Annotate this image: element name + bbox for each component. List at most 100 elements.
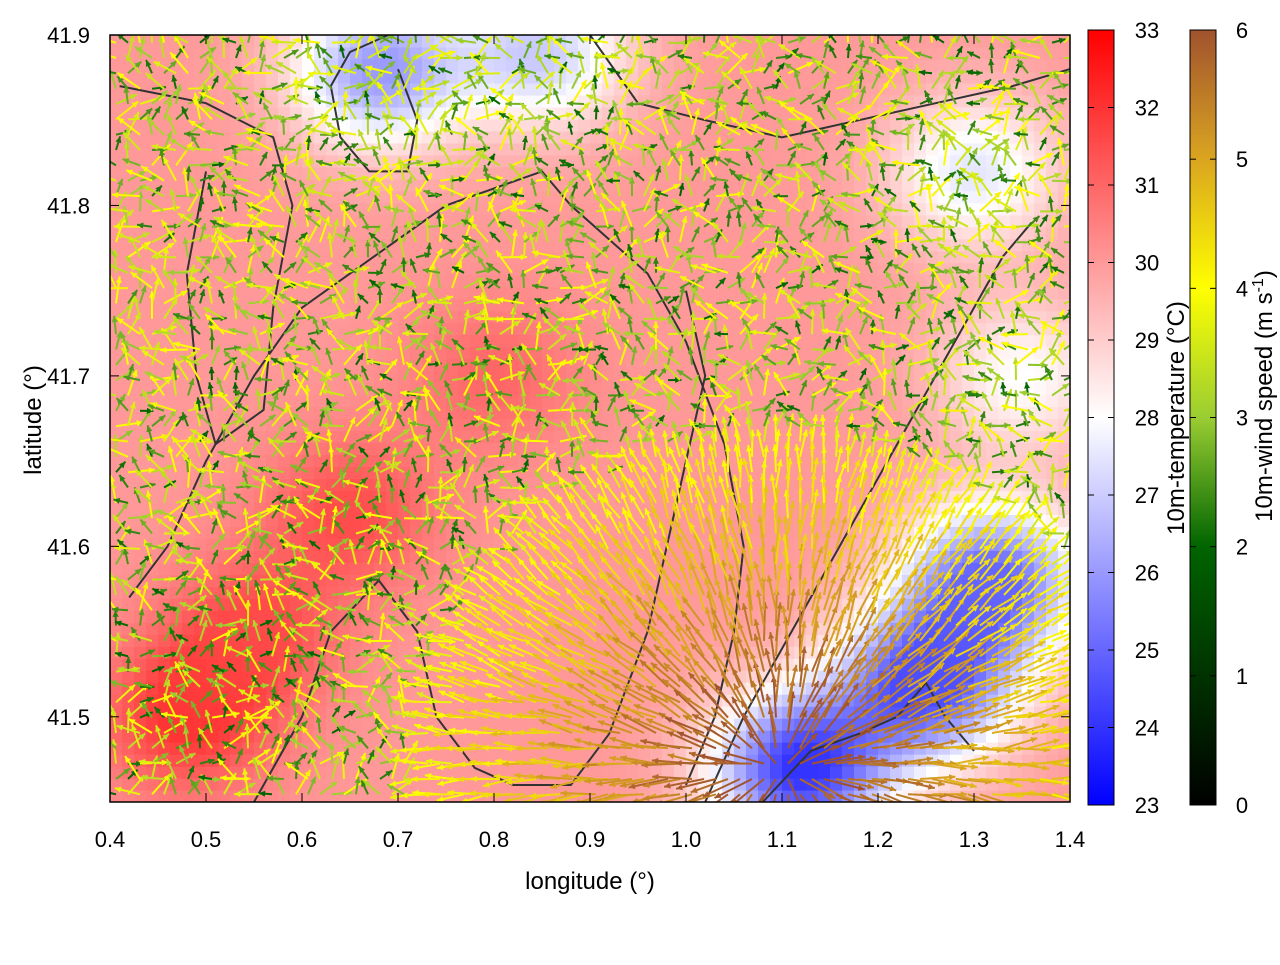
- heatmap-cell: [338, 550, 351, 563]
- heatmap-cell: [122, 454, 135, 468]
- heatmap-cell: [110, 298, 123, 312]
- heatmap-cell: [782, 754, 795, 767]
- heatmap-cell: [122, 490, 135, 503]
- heatmap-cell: [170, 178, 183, 192]
- heatmap-cell: [110, 154, 123, 168]
- heatmap-cell: [158, 742, 171, 755]
- heatmap-cell: [650, 394, 663, 408]
- heatmap-cell: [602, 334, 615, 348]
- heatmap-cell: [158, 334, 171, 348]
- heatmap-cell: [158, 286, 171, 300]
- heatmap-cell: [122, 778, 135, 791]
- heatmap-cell: [206, 562, 219, 575]
- heatmap-cell: [230, 130, 243, 144]
- heatmap-cell: [182, 394, 195, 408]
- heatmap-cell: [602, 82, 615, 96]
- heatmap-cell: [926, 418, 939, 432]
- heatmap-cell: [110, 82, 123, 96]
- heatmap-cell: [530, 478, 543, 491]
- heatmap-cell: [170, 490, 183, 503]
- heatmap-cell: [578, 58, 591, 72]
- heatmap-cell: [194, 166, 207, 180]
- heatmap-cell: [890, 286, 903, 300]
- heatmap-cell: [134, 550, 147, 563]
- heatmap-cell: [242, 334, 255, 348]
- heatmap-cell: [158, 718, 171, 731]
- heatmap-cell: [950, 118, 963, 132]
- heatmap-cell: [890, 214, 903, 228]
- heatmap-cell: [170, 730, 183, 743]
- heatmap-cell: [854, 130, 867, 144]
- heatmap-cell: [386, 682, 399, 695]
- heatmap-cell: [158, 514, 171, 527]
- heatmap-cell: [506, 562, 519, 575]
- heatmap-cell: [398, 310, 411, 324]
- heatmap-cell: [710, 334, 723, 348]
- heatmap-cell: [206, 538, 219, 551]
- heatmap-cell: [578, 406, 591, 420]
- heatmap-cell: [110, 454, 123, 468]
- heatmap-cell: [866, 274, 879, 288]
- heatmap-cell: [302, 670, 315, 683]
- heatmap-cell: [470, 538, 483, 551]
- heatmap-cell: [878, 118, 891, 132]
- heatmap-cell: [458, 766, 471, 779]
- heatmap-cell: [326, 358, 339, 372]
- heatmap-cell: [218, 334, 231, 348]
- heatmap-cell: [146, 766, 159, 779]
- heatmap-cell: [470, 334, 483, 348]
- heatmap-cell: [170, 754, 183, 767]
- heatmap-cell: [338, 778, 351, 791]
- heatmap-cell: [158, 166, 171, 180]
- heatmap-cell: [1022, 94, 1035, 108]
- heatmap-cell: [494, 286, 507, 300]
- heatmap-cell: [278, 790, 291, 802]
- heatmap-cell: [434, 166, 447, 180]
- heatmap-cell: [758, 442, 771, 456]
- heatmap-cell: [326, 586, 339, 599]
- heatmap-cell: [314, 166, 327, 180]
- heatmap-cell: [170, 466, 183, 480]
- heatmap-cell: [194, 718, 207, 731]
- heatmap-cell: [878, 94, 891, 108]
- heatmap-cell: [506, 718, 519, 731]
- heatmap-cell: [326, 35, 339, 48]
- heatmap-cell: [170, 106, 183, 120]
- heatmap-cell: [146, 154, 159, 168]
- heatmap-cell: [230, 262, 243, 276]
- heatmap-cell: [158, 358, 171, 372]
- heatmap-cell: [314, 466, 327, 480]
- heatmap-cell: [650, 730, 663, 743]
- heatmap-cell: [230, 754, 243, 767]
- heatmap-cell: [146, 634, 159, 647]
- heatmap-cell: [494, 154, 507, 168]
- heatmap-cell: [218, 118, 231, 132]
- heatmap-cell: [182, 35, 195, 48]
- heatmap-cell: [542, 442, 555, 456]
- heatmap-cell: [122, 562, 135, 575]
- heatmap-cell: [926, 574, 939, 587]
- heatmap-cell: [194, 514, 207, 527]
- heatmap-cell: [998, 214, 1011, 228]
- heatmap-cell: [866, 82, 879, 96]
- heatmap-cell: [194, 790, 207, 802]
- heatmap-cell: [158, 562, 171, 575]
- heatmap-cell: [446, 502, 459, 515]
- heatmap-cell: [854, 334, 867, 348]
- heatmap-cell: [830, 70, 843, 84]
- heatmap-cell: [158, 442, 171, 456]
- heatmap-cell: [494, 406, 507, 420]
- heatmap-cell: [914, 274, 927, 288]
- heatmap-cell: [338, 406, 351, 420]
- heatmap-cell: [326, 202, 339, 216]
- heatmap-cell: [770, 262, 783, 276]
- heatmap-cell: [134, 394, 147, 408]
- heatmap-cell: [242, 154, 255, 168]
- heatmap-cell: [542, 370, 555, 384]
- heatmap-cell: [422, 730, 435, 743]
- heatmap-cell: [266, 790, 279, 802]
- heatmap-cell: [110, 418, 123, 432]
- heatmap-cell: [302, 634, 315, 647]
- heatmap-cell: [134, 670, 147, 683]
